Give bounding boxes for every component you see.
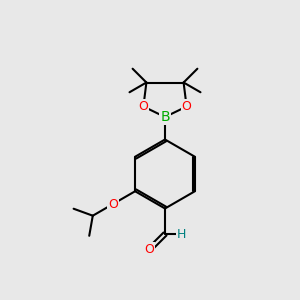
Text: O: O [182, 100, 191, 113]
Text: O: O [139, 100, 148, 113]
Text: B: B [160, 110, 170, 124]
Text: O: O [144, 243, 154, 256]
Text: H: H [177, 227, 186, 241]
Text: O: O [108, 197, 118, 211]
